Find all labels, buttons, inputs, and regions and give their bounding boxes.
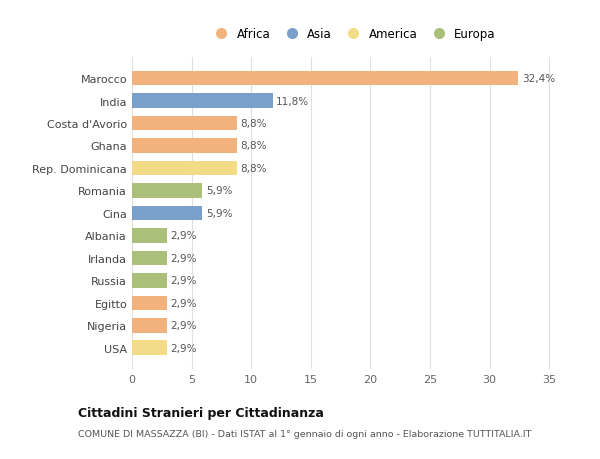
Text: 2,9%: 2,9% [170,231,197,241]
Bar [132,318,167,333]
Bar [132,117,237,131]
Bar [132,184,202,198]
Legend: Africa, Asia, America, Europa: Africa, Asia, America, Europa [207,26,498,44]
Bar [132,341,167,355]
Bar [132,72,518,86]
Bar [132,139,237,153]
Text: 2,9%: 2,9% [170,343,197,353]
Text: 8,8%: 8,8% [241,163,267,174]
Text: 5,9%: 5,9% [206,208,232,218]
Bar [132,296,167,310]
Text: 2,9%: 2,9% [170,253,197,263]
Bar [132,274,167,288]
Bar [132,206,202,221]
Text: 2,9%: 2,9% [170,320,197,330]
Text: Cittadini Stranieri per Cittadinanza: Cittadini Stranieri per Cittadinanza [78,406,324,419]
Text: 8,8%: 8,8% [241,141,267,151]
Text: 32,4%: 32,4% [522,74,555,84]
Text: 2,9%: 2,9% [170,276,197,285]
Bar [132,94,272,109]
Text: 2,9%: 2,9% [170,298,197,308]
Text: 5,9%: 5,9% [206,186,232,196]
Text: 8,8%: 8,8% [241,119,267,129]
Text: COMUNE DI MASSAZZA (BI) - Dati ISTAT al 1° gennaio di ogni anno - Elaborazione T: COMUNE DI MASSAZZA (BI) - Dati ISTAT al … [78,429,532,438]
Bar [132,229,167,243]
Bar [132,251,167,266]
Text: 11,8%: 11,8% [276,96,310,106]
Bar [132,161,237,176]
